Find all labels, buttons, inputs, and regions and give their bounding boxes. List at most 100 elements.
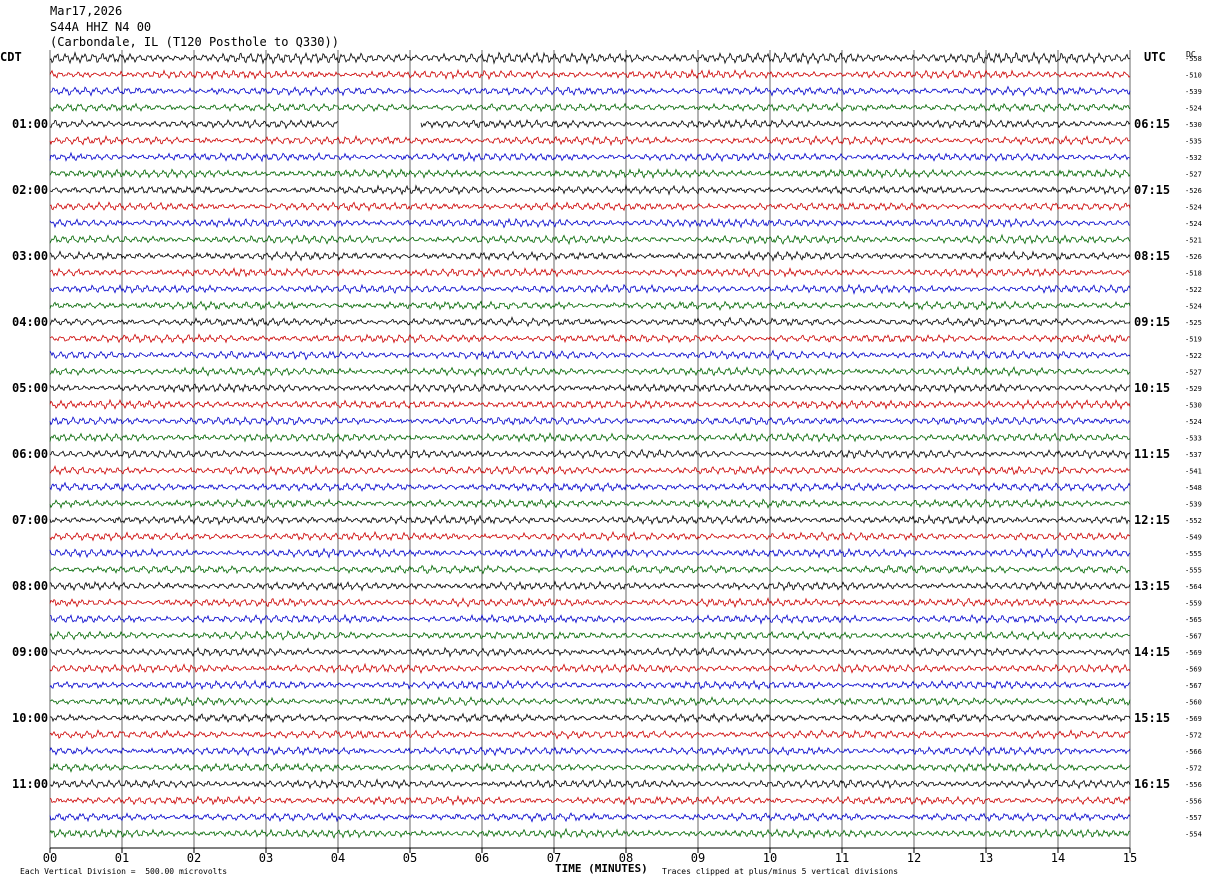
scale-note: Each Vertical Division = 500.00 microvol… <box>20 867 228 876</box>
right-hour-label: 07:15 <box>1134 183 1170 197</box>
x-tick-label: 01 <box>115 851 129 865</box>
x-tick-label: 05 <box>403 851 417 865</box>
trace-row <box>49 250 1131 262</box>
minute-gridlines <box>49 50 1131 848</box>
trace-row <box>49 729 1131 740</box>
trace-row <box>49 448 1131 460</box>
dc-offset-label: -524 <box>1185 105 1202 113</box>
left-hour-label: 02:00 <box>12 183 48 197</box>
station-label: S44A HHZ N4 00 <box>50 20 152 34</box>
trace-row <box>49 712 1131 724</box>
dc-offset-label: -535 <box>1185 138 1202 146</box>
left-hour-label: 10:00 <box>12 711 48 725</box>
right-hour-label: 13:15 <box>1134 579 1170 593</box>
x-tick-label: 00 <box>43 851 57 865</box>
dc-offset-label: -530 <box>1185 121 1202 129</box>
dc-offset-label: -569 <box>1185 715 1202 723</box>
clip-note: Traces clipped at plus/minus 5 vertical … <box>662 867 899 876</box>
dc-offset-label: -510 <box>1185 72 1202 80</box>
trace-row <box>49 233 1131 246</box>
right-hour-label: 10:15 <box>1134 381 1170 395</box>
x-tick-label: 03 <box>259 851 273 865</box>
dc-offset-label: -569 <box>1185 649 1202 657</box>
trace-row <box>49 547 1131 559</box>
trace-row <box>49 167 1131 180</box>
location-label: (Carbondale, IL (T120 Posthole to Q330)) <box>50 35 339 49</box>
trace-row <box>49 68 1131 81</box>
dc-offset-label: -533 <box>1185 435 1202 443</box>
dc-offset-label: -522 <box>1185 286 1202 294</box>
dc-header: DC <box>1186 50 1196 59</box>
right-hour-label: 15:15 <box>1134 711 1170 725</box>
x-tick-label: 12 <box>907 851 921 865</box>
trace-row <box>49 118 1131 130</box>
right-hour-label: 06:15 <box>1134 117 1170 131</box>
trace-row <box>49 151 1131 163</box>
dc-offset-label: -567 <box>1185 633 1202 641</box>
left-hour-label: 04:00 <box>12 315 48 329</box>
trace-row <box>49 267 1131 279</box>
trace-row <box>49 662 1131 675</box>
dc-offset-label: -525 <box>1185 319 1202 327</box>
trace-row <box>49 646 1131 658</box>
dc-offset-label: -524 <box>1185 204 1202 212</box>
trace-row <box>49 794 1131 807</box>
trace-row <box>49 761 1131 773</box>
trace-row <box>49 51 1131 66</box>
dc-offset-label: -567 <box>1185 682 1202 690</box>
right-timezone: UTC <box>1144 50 1166 64</box>
dc-offset-label: -521 <box>1185 237 1202 245</box>
dc-offset-label: -572 <box>1185 765 1202 773</box>
trace-row <box>49 102 1131 113</box>
dc-offset-label: -539 <box>1185 501 1202 509</box>
left-hour-label: 08:00 <box>12 579 48 593</box>
trace-row <box>49 333 1131 345</box>
trace-row <box>49 530 1131 542</box>
trace-row <box>50 613 1131 625</box>
date-label: Mar17,2026 <box>50 4 123 18</box>
dc-offset-label: -557 <box>1185 814 1202 822</box>
dc-offset-label: -554 <box>1185 831 1202 839</box>
trace-row <box>49 349 1131 361</box>
dc-offset-label: -524 <box>1185 418 1202 426</box>
dc-offset-label: -548 <box>1185 484 1202 492</box>
trace-row <box>49 415 1131 426</box>
trace-row <box>49 201 1131 212</box>
trace-row <box>49 580 1131 592</box>
right-hour-label: 12:15 <box>1134 513 1170 527</box>
x-tick-label: 13 <box>979 851 993 865</box>
dc-offset-labels: -558 -510 -539 -524 -530 -535 -532 -527 -526 -524… <box>1185 55 1202 839</box>
dc-offset-label: -518 <box>1185 270 1202 278</box>
trace-row <box>49 696 1131 707</box>
dc-offset-label: -565 <box>1185 616 1202 624</box>
trace-row <box>49 283 1131 295</box>
dc-offset-label: -526 <box>1185 187 1202 195</box>
trace-row <box>49 365 1131 378</box>
x-tick-label: 08 <box>619 851 633 865</box>
dc-offset-label: -524 <box>1185 220 1202 228</box>
dc-offset-label: -527 <box>1185 171 1202 179</box>
dc-offset-label: -564 <box>1185 583 1202 591</box>
dc-offset-label: -572 <box>1185 732 1202 740</box>
dc-offset-label: -560 <box>1185 699 1202 707</box>
trace-row <box>49 827 1131 840</box>
dc-offset-label: -522 <box>1185 352 1202 360</box>
trace-row <box>49 679 1131 691</box>
dc-offset-label: -566 <box>1185 748 1202 756</box>
trace-row <box>49 514 1131 526</box>
right-hour-label: 16:15 <box>1134 777 1170 791</box>
dc-offset-label: -559 <box>1185 600 1202 608</box>
x-tick-label: 04 <box>331 851 345 865</box>
hour-labels: 01:00 02:00 03:00 04:00 05:00 06:00 07:00 08:00… <box>12 117 1170 791</box>
dc-offset-label: -527 <box>1185 369 1202 377</box>
dc-offset-label: -549 <box>1185 534 1202 542</box>
trace-row <box>49 812 1131 823</box>
left-hour-label: 11:00 <box>12 777 48 791</box>
trace-row <box>49 778 1131 790</box>
dc-offset-label: -532 <box>1185 154 1202 162</box>
right-hour-label: 14:15 <box>1134 645 1170 659</box>
right-hour-label: 11:15 <box>1134 447 1170 461</box>
trace-row <box>49 597 1131 609</box>
x-tick-label: 07 <box>547 851 561 865</box>
trace-row <box>49 217 1131 229</box>
